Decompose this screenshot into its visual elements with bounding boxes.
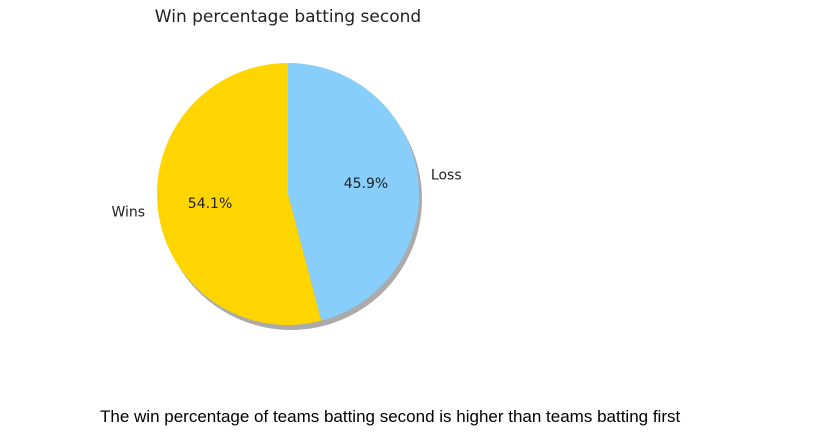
pie-slice-loss (288, 62, 420, 321)
chart-caption: The win percentage of teams batting seco… (100, 407, 681, 426)
slice-label-loss: Loss (431, 167, 462, 183)
pct-label-wins: 54.1% (188, 196, 232, 212)
slice-label-wins: Wins (111, 205, 145, 221)
pie-slices (157, 62, 420, 325)
pie-slice-wins (157, 63, 322, 325)
pie-labels: Wins 54.1% Loss 45.9% (111, 167, 461, 220)
chart-title: Win percentage batting second (155, 7, 421, 27)
pct-label-loss: 45.9% (344, 176, 388, 192)
